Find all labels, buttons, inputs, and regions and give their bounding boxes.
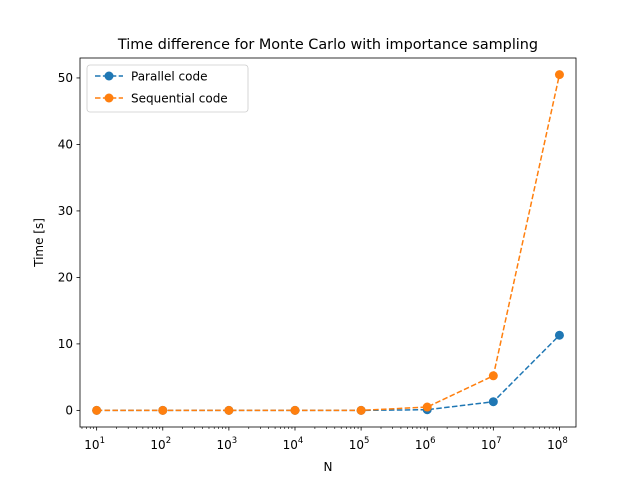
legend: Parallel code Sequential code [86,64,249,113]
data-point [290,405,300,415]
y-axis-label: Time [s] [32,218,46,268]
x-axis-label: N [324,460,333,474]
data-point [488,397,498,407]
data-point [224,405,234,415]
data-point [554,70,564,80]
x-tick-label: 103 [217,436,238,452]
x-tick-label: 104 [283,436,304,452]
x-axis: 101 102 103 104 105 106 107 108 [81,427,568,452]
chart-title: Time difference for Monte Carlo with imp… [117,37,538,53]
data-point [158,405,168,415]
y-axis: 0 10 20 30 40 50 [58,71,80,417]
data-point [92,405,102,415]
x-tick-label: 108 [547,436,568,452]
data-point [356,405,366,415]
data-point [488,371,498,381]
x-tick-label: 102 [150,436,171,452]
y-tick-label: 20 [58,270,73,284]
data-point [422,402,432,412]
x-tick-label: 107 [481,436,502,452]
legend-label: Parallel code [131,70,207,84]
plot-area [92,70,564,415]
y-tick-label: 30 [58,204,73,218]
y-tick-label: 0 [65,403,73,417]
data-point [554,330,564,340]
legend-marker [104,71,114,81]
legend-label: Sequential code [131,92,228,106]
series-line-1 [96,74,561,412]
legend-box [86,64,249,113]
x-tick-label: 105 [349,436,370,452]
x-tick-label: 101 [84,436,105,452]
y-tick-label: 50 [58,71,73,85]
y-tick-label: 10 [58,337,73,351]
x-tick-label: 106 [415,436,436,452]
axes-frame [79,57,577,428]
y-tick-label: 40 [58,137,73,151]
legend-marker [104,93,114,103]
